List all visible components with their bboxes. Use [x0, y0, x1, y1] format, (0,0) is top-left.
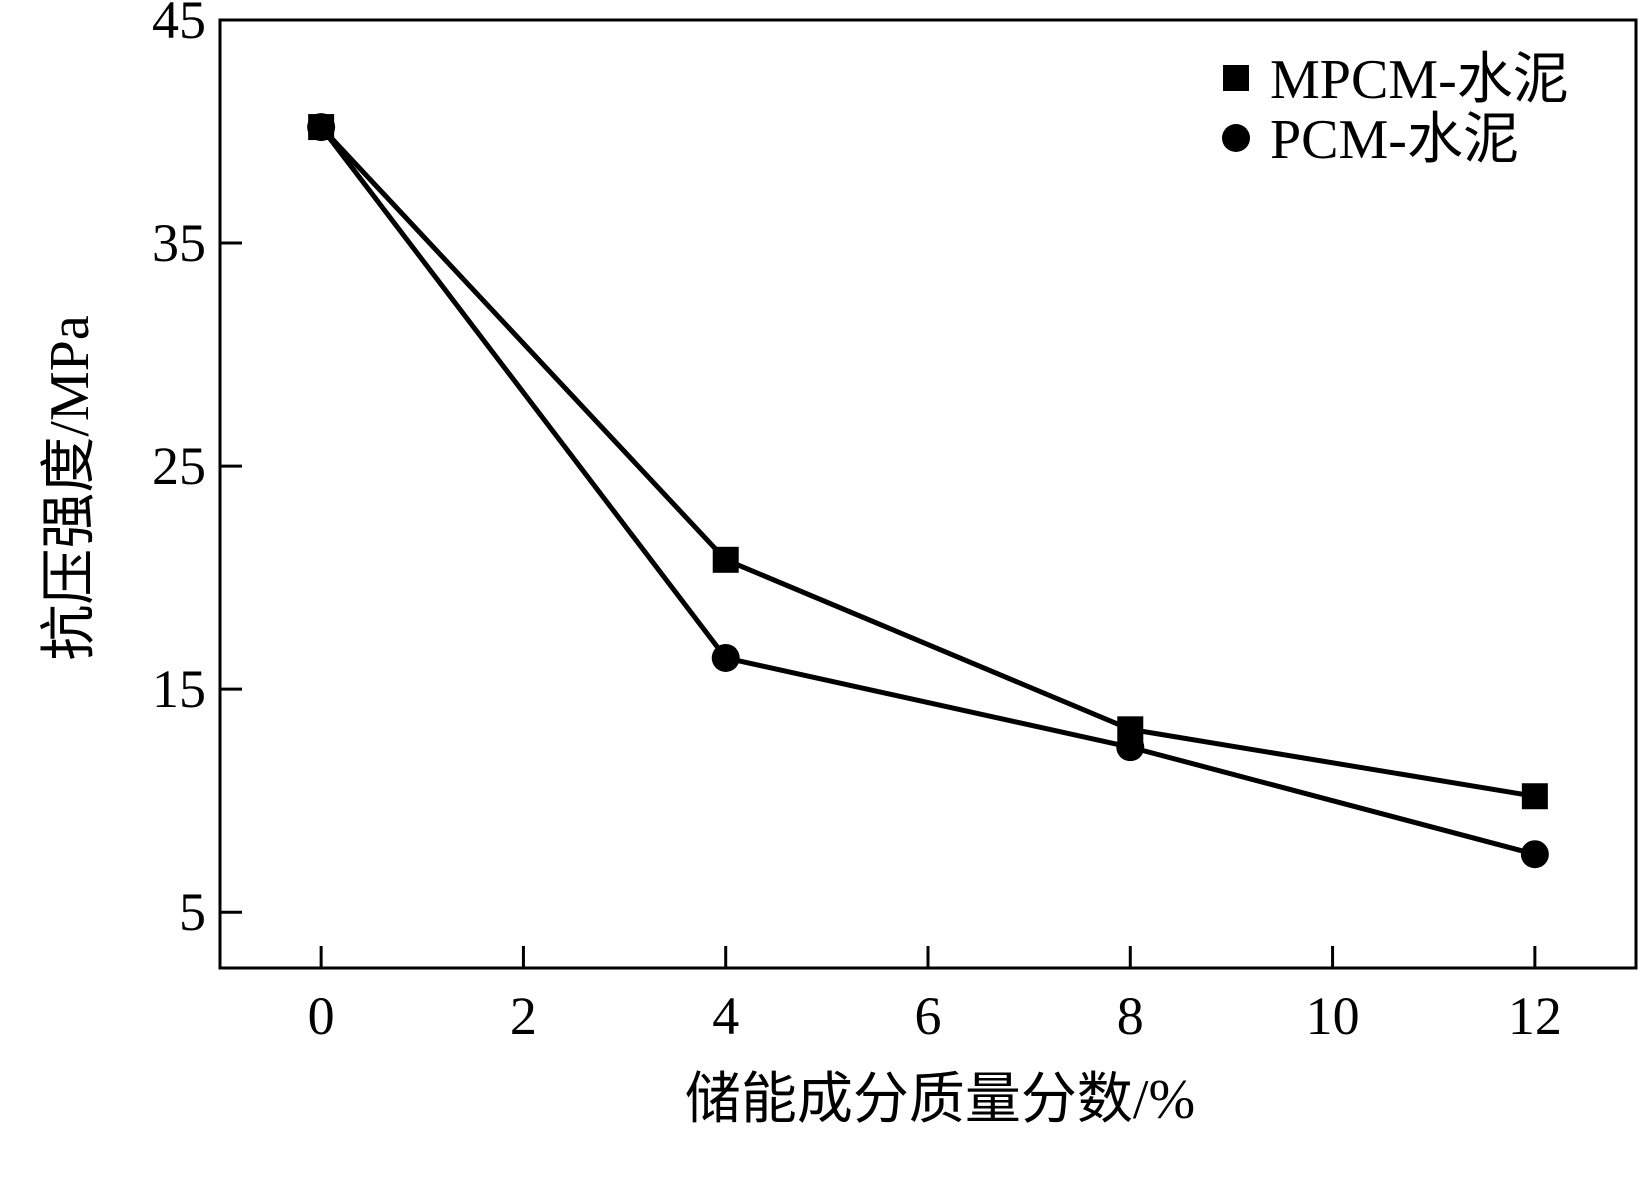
x-tick-label: 12 — [1508, 986, 1562, 1046]
series-line — [319, 125, 1536, 857]
data-point — [1520, 840, 1549, 869]
y-tick-label: 25 — [152, 436, 206, 496]
x-axis-label: 储能成分质量分数/% — [685, 1069, 1195, 1131]
legend-label: PCM-水泥 — [1270, 109, 1519, 171]
series-line — [319, 125, 1536, 799]
legend-marker-circle — [1222, 124, 1250, 152]
y-tick-label: 5 — [179, 882, 206, 942]
x-tick-label: 2 — [510, 986, 537, 1046]
data-point — [712, 546, 739, 573]
y-tick-label: 45 — [152, 0, 206, 50]
x-tick-label: 6 — [915, 986, 942, 1046]
x-tick-label: 4 — [712, 986, 739, 1046]
y-tick-label: 15 — [152, 659, 206, 719]
x-tick-label: 8 — [1117, 986, 1144, 1046]
y-axis-ticks: 5 15 25 35 45 — [152, 0, 242, 942]
y-axis-label: 抗压强度/MPa — [39, 315, 101, 660]
legend-marker-square — [1223, 65, 1249, 91]
x-axis-ticks: 0 2 4 6 8 10 12 — [308, 946, 1562, 1046]
data-point — [1116, 733, 1145, 762]
data-point — [307, 113, 336, 142]
x-tick-label: 10 — [1306, 986, 1360, 1046]
data-point — [711, 643, 740, 672]
data-point — [1521, 783, 1548, 810]
legend-label: MPCM-水泥 — [1270, 49, 1569, 111]
y-tick-label: 35 — [152, 213, 206, 273]
series-layer — [307, 113, 1549, 869]
series-2 — [307, 113, 1549, 869]
x-tick-label: 0 — [308, 986, 335, 1046]
